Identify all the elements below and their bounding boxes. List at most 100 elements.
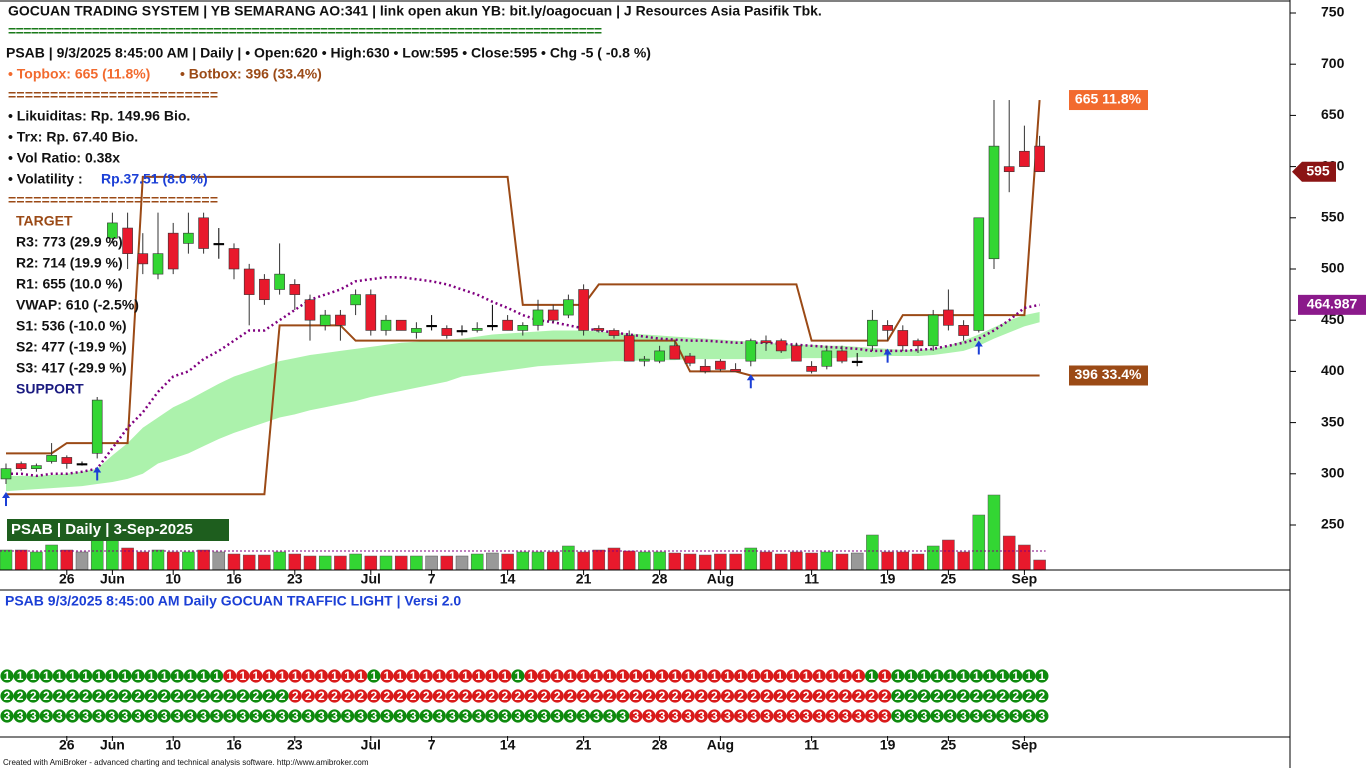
traffic-light-label: 1: [881, 669, 888, 683]
traffic-light-label: 1: [672, 669, 679, 683]
traffic-light-label: 2: [174, 689, 181, 703]
traffic-light: [904, 709, 918, 723]
traffic-light-label: 3: [790, 709, 797, 723]
traffic-light: [943, 709, 957, 723]
traffic-light: [943, 689, 957, 703]
candle-body: [487, 325, 498, 328]
traffic-light-label: 2: [488, 689, 495, 703]
traffic-light-label: 3: [410, 709, 417, 723]
candle-body: [988, 145, 1000, 260]
traffic-light-label: 2: [934, 689, 941, 703]
band: [6, 312, 1040, 492]
volume-bar: [790, 551, 803, 571]
traffic-light: [589, 689, 604, 703]
volume-bar: [318, 555, 332, 571]
traffic-light-label: 1: [436, 669, 443, 683]
traffic-light-label: 2: [986, 689, 993, 703]
traffic-light-label: 2: [187, 689, 194, 703]
y-tick-label: 350: [1321, 413, 1345, 429]
traffic-light-label: 1: [501, 669, 508, 683]
y-tick-label: 400: [1321, 362, 1345, 378]
candle-body: [456, 330, 468, 333]
traffic-light-label: 1: [17, 669, 24, 683]
x-tick-label: 19: [880, 571, 896, 587]
traffic-light: [1009, 709, 1023, 723]
traffic-light: [616, 689, 630, 703]
traffic-light: [969, 709, 984, 723]
volume-bar: [166, 551, 180, 571]
volume-bar: [45, 544, 58, 571]
traffic-light-label: 1: [69, 669, 76, 683]
traffic-light-label: 3: [331, 709, 338, 723]
traffic-light-label: 2: [43, 689, 50, 703]
stamp: PSAB | Daily | 3-Sep-2025: [11, 521, 193, 538]
traffic-light: [550, 669, 564, 683]
level: R1: 655 (10.0 %): [16, 276, 123, 292]
traffic-light: [511, 669, 525, 683]
level: S1: 536 (-10.0 %): [16, 318, 127, 334]
traffic-light-label: 2: [750, 689, 757, 703]
traffic-light: [668, 709, 682, 723]
traffic-light: [183, 669, 197, 683]
traffic-light: [472, 689, 486, 703]
traffic-light: [249, 689, 263, 703]
traffic-light: [13, 689, 27, 703]
traffic-light: [668, 669, 682, 683]
traffic-light-label: 3: [750, 709, 757, 723]
traffic-light-label: 1: [213, 669, 220, 683]
volume-bar: [455, 555, 469, 571]
traffic-light: [930, 709, 944, 723]
traffic-light: [982, 709, 997, 723]
x-tick-label: Aug: [707, 571, 734, 587]
traffic-light-label: 3: [908, 709, 915, 723]
traffic-light: [773, 709, 787, 723]
traffic-light-label: 3: [921, 709, 928, 723]
traffic-light: [616, 669, 630, 683]
traffic-light-label: 3: [226, 709, 233, 723]
volume-bar: [562, 545, 575, 571]
traffic-light: [969, 689, 984, 703]
volume-bar: [75, 551, 89, 571]
traffic-light-label: 1: [30, 669, 37, 683]
candle-body: [15, 463, 27, 469]
candle-body: [335, 314, 346, 326]
signal-arrow-head: [883, 348, 892, 355]
traffic-light: [445, 669, 459, 683]
traffic-light-label: 2: [803, 689, 810, 703]
traffic-light-label: 2: [646, 689, 653, 703]
traffic-light: [956, 669, 970, 683]
traffic-light-label: 3: [541, 709, 548, 723]
candle-body: [152, 253, 164, 275]
traffic-light: [472, 669, 486, 683]
candle-body: [715, 360, 726, 370]
traffic-light-label: 1: [685, 669, 692, 683]
traffic-light: [341, 689, 355, 703]
traffic-light-label: 3: [632, 709, 639, 723]
traffic-light: [563, 669, 577, 683]
traffic-light-label: 1: [122, 669, 129, 683]
traffic-light-label: 2: [515, 689, 522, 703]
traffic-light: [249, 709, 263, 723]
traffic-light-label: 1: [200, 669, 207, 683]
traffic-light-label: 1: [750, 669, 757, 683]
traffic-light-label: 1: [855, 669, 862, 683]
traffic-light: [105, 669, 119, 683]
traffic-light: [760, 689, 774, 703]
traffic-light: [157, 669, 171, 683]
traffic-light: [511, 689, 525, 703]
traffic-light-label: 3: [816, 709, 823, 723]
volume-bar: [698, 554, 712, 571]
traffic-light: [458, 669, 473, 683]
traffic-light: [655, 689, 669, 703]
x-tick-label: 14: [500, 571, 516, 587]
traffic-light-label: 3: [803, 709, 810, 723]
traffic-light: [550, 689, 564, 703]
traffic-light: [65, 689, 80, 703]
x-tick-label: Sep: [1012, 737, 1038, 753]
traffic-light: [210, 709, 224, 723]
traffic-light-label: 2: [816, 689, 823, 703]
volume-bar: [866, 534, 879, 571]
footer: Created with AmiBroker - advanced charti…: [3, 758, 369, 767]
traffic-light: [65, 669, 80, 683]
traffic-light-label: 3: [56, 709, 63, 723]
